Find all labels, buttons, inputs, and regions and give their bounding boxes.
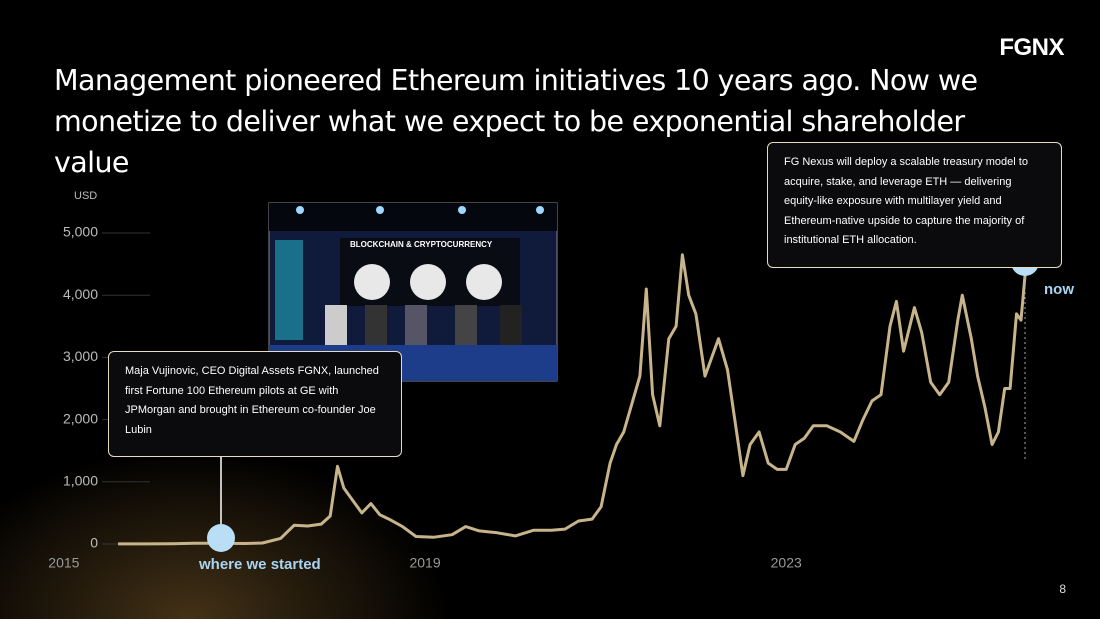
y-tick-label: 0 — [90, 535, 98, 551]
y-tick-label: 1,000 — [63, 473, 98, 489]
x-tick-label: 2023 — [771, 555, 802, 571]
x-tick-label: 2019 — [409, 555, 440, 571]
annotation-box: Maja Vujinovic, CEO Digital Assets FGNX,… — [108, 351, 402, 457]
y-tick-label: 4,000 — [63, 286, 98, 302]
price-line — [118, 253, 1027, 546]
y-axis-label: USD — [74, 190, 97, 202]
marker-label: where we started — [199, 556, 321, 573]
annotation-box: FG Nexus will deploy a scalable treasury… — [767, 142, 1062, 268]
logo: FGNX — [999, 34, 1064, 61]
x-tick-label: 2015 — [48, 555, 79, 571]
start-marker — [207, 524, 235, 552]
y-tick-label: 3,000 — [63, 348, 98, 364]
page-number: 8 — [1059, 582, 1066, 596]
y-tick-label: 5,000 — [63, 224, 98, 240]
marker-label: now — [1044, 281, 1074, 298]
photo-caption: BLOCKCHAIN & CRYPTOCURRENCY — [350, 240, 493, 249]
title: Management pioneered Ethereum initiative… — [54, 64, 978, 179]
y-tick-label: 2,000 — [63, 410, 98, 426]
